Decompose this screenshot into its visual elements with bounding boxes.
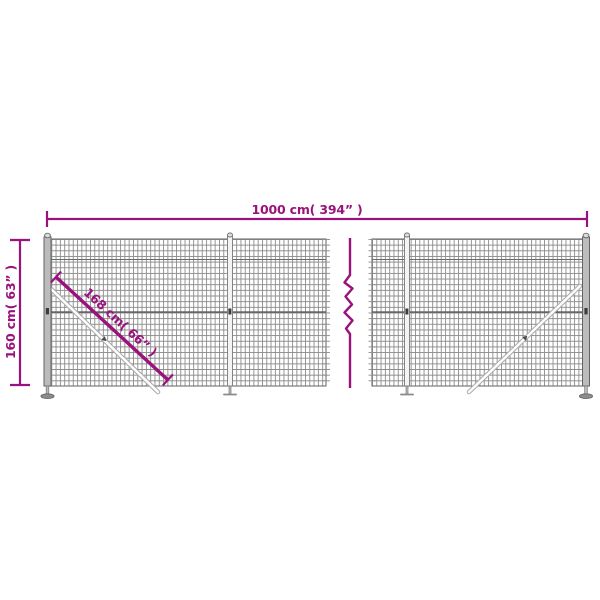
post-connector-icon bbox=[228, 308, 232, 315]
post-foot-plate-icon bbox=[400, 393, 414, 396]
post-foot-stem bbox=[228, 385, 232, 395]
right-brace-strut bbox=[466, 283, 583, 395]
height-dimension-label: 160 cm( 63” ) bbox=[3, 265, 18, 359]
post-connector-icon bbox=[584, 308, 588, 315]
post-connector-icon bbox=[45, 308, 49, 315]
left-brace-strut bbox=[45, 283, 161, 395]
brace-dimension-tick-start bbox=[50, 270, 62, 284]
post-foot-stem bbox=[45, 385, 50, 395]
width-dimension: 1000 cm( 394” ) bbox=[45, 202, 589, 227]
left-panel-cut-edge-stubs bbox=[322, 239, 330, 386]
left-brace-clamp bbox=[101, 336, 107, 342]
post-foot-plate-icon bbox=[223, 393, 237, 396]
post-foot-stem bbox=[584, 385, 588, 395]
brace-dimension-tick-end bbox=[162, 373, 174, 387]
right-panel-cut-edge-stubs bbox=[368, 239, 376, 386]
post-foot-flange-icon bbox=[40, 393, 55, 400]
mid-post-left-panel bbox=[223, 232, 237, 396]
height-dimension: 160 cm( 63” ) bbox=[3, 238, 30, 387]
brace-dimension-line bbox=[54, 275, 170, 382]
post-cap-icon bbox=[582, 232, 590, 239]
post-foot-flange-icon bbox=[579, 393, 594, 400]
post-cap-icon bbox=[44, 232, 51, 239]
post-cap-icon bbox=[227, 232, 233, 238]
right-brace-clamp bbox=[522, 335, 528, 341]
right-fence-panel bbox=[368, 238, 590, 387]
post-cap-icon bbox=[404, 232, 410, 238]
right-end-post bbox=[579, 232, 594, 400]
left-fence-panel bbox=[46, 238, 330, 387]
post-connector-icon bbox=[405, 308, 409, 315]
post-foot-stem bbox=[405, 385, 409, 395]
left-end-post bbox=[40, 232, 55, 400]
width-dimension-label: 1000 cm( 394” ) bbox=[251, 202, 362, 217]
mid-post-right-panel bbox=[400, 232, 414, 396]
panel-break-symbol-icon bbox=[343, 238, 354, 388]
